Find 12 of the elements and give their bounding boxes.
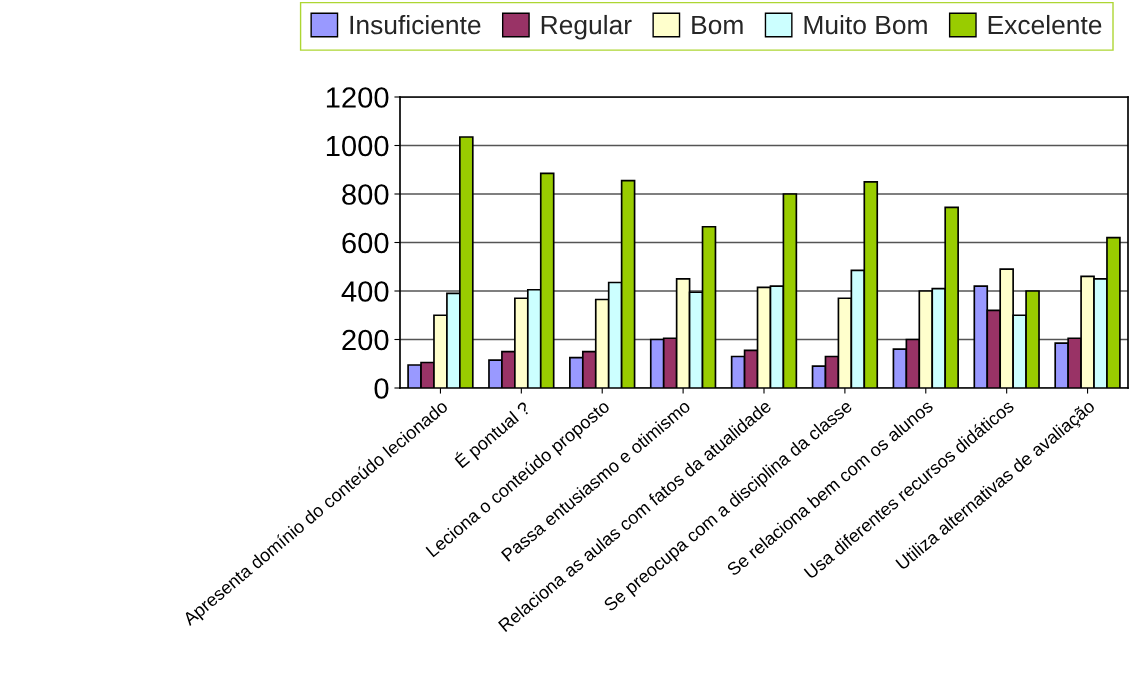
y-tick-label: 0 xyxy=(374,378,389,399)
legend-label: Regular xyxy=(541,14,632,40)
legend-label: Muito Bom xyxy=(804,14,927,35)
y-tick-label: 1200 xyxy=(326,87,389,108)
y-tick-label: 1000 xyxy=(326,135,389,157)
legend-label: Excelente xyxy=(988,14,1102,35)
y-tick-label: 400 xyxy=(341,281,389,302)
y-tick-label: 600 xyxy=(342,232,389,254)
legend-label: Insuficiente xyxy=(350,14,481,35)
legend-label: Bom xyxy=(692,15,743,35)
y-tick-label: 800 xyxy=(342,184,389,205)
y-tick-label: 200 xyxy=(342,329,389,351)
